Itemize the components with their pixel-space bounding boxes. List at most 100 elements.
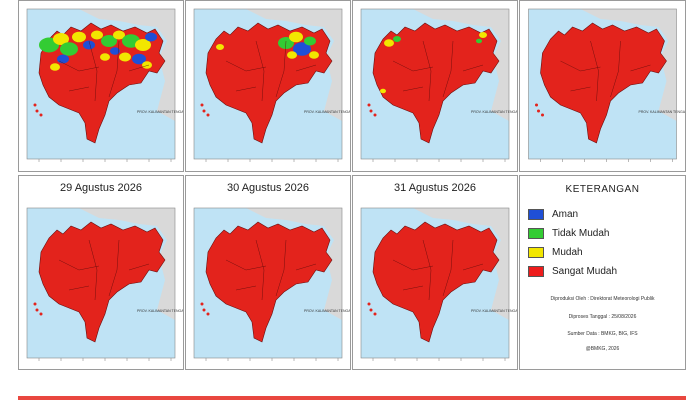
island xyxy=(202,308,206,312)
district-boundary xyxy=(392,259,434,271)
island xyxy=(541,113,544,117)
district-boundary xyxy=(128,263,150,271)
risk-patch xyxy=(110,47,120,55)
district-boundary xyxy=(275,239,287,297)
province-land xyxy=(38,221,166,343)
district-boundary xyxy=(88,239,98,301)
island xyxy=(200,103,204,107)
district-boundary xyxy=(225,60,267,72)
island xyxy=(206,113,210,117)
neighbor-land xyxy=(79,208,175,320)
province-land xyxy=(372,22,500,144)
district-boundary xyxy=(108,40,120,98)
district-boundary xyxy=(590,40,599,102)
district-boundary xyxy=(610,40,621,98)
risk-patch xyxy=(304,36,316,46)
risk-patch xyxy=(479,32,487,38)
legend-panel: KETERANGAN Aman Tidak Mudah Mudah Sangat… xyxy=(519,175,686,370)
district-boundary xyxy=(560,60,601,72)
district-boundary xyxy=(392,60,434,72)
district-boundary xyxy=(402,86,424,92)
district-boundary xyxy=(422,239,432,301)
island xyxy=(33,302,37,306)
district-boundary xyxy=(235,285,257,291)
district-boundary xyxy=(58,259,100,271)
island xyxy=(369,109,373,113)
risk-patch xyxy=(309,51,319,59)
district-boundary xyxy=(108,239,120,297)
map-2: PROV. KALIMANTAN TENGAH xyxy=(193,8,350,162)
district-boundary xyxy=(225,259,267,271)
map-frame xyxy=(528,8,677,160)
map-frame xyxy=(360,8,510,160)
island xyxy=(369,308,373,312)
legend-label: Tidak Mudah xyxy=(552,227,610,239)
risk-patch xyxy=(216,44,224,50)
map-frame xyxy=(26,8,176,160)
bottom-accent-bar xyxy=(18,396,686,400)
risk-patch xyxy=(119,52,131,62)
neighbor-land xyxy=(79,9,175,121)
map-3: PROV. KALIMANTAN TENGAH xyxy=(360,8,517,162)
district-boundary xyxy=(295,64,317,72)
neighbor-land xyxy=(580,9,677,121)
legend-item-mudah: Mudah xyxy=(528,245,583,259)
district-boundary xyxy=(422,40,432,102)
legend-issued-date: Diproses Tanggal : 25/08/2026 xyxy=(568,314,637,320)
map-7: PROV. KALIMANTAN TENGAH xyxy=(360,207,517,361)
risk-patch xyxy=(293,42,311,56)
map-frame xyxy=(193,8,343,160)
map-5: PROV. KALIMANTAN TENGAH xyxy=(26,207,183,361)
map-panel-5: 29 Agustus 2026 PROV. KALIMANTAN TENGAH xyxy=(18,175,184,370)
district-boundary xyxy=(295,263,317,271)
district-boundary xyxy=(442,40,454,98)
island xyxy=(373,113,377,117)
district-boundary xyxy=(128,64,150,72)
risk-patch xyxy=(101,35,117,47)
district-boundary xyxy=(88,40,98,102)
risk-patch xyxy=(57,54,69,64)
island xyxy=(537,109,540,113)
island xyxy=(202,109,206,113)
district-boundary xyxy=(402,285,424,291)
legend-label: Aman xyxy=(552,208,579,220)
district-boundary xyxy=(275,40,287,98)
legend-swatch-tidak-mudah xyxy=(528,227,544,239)
risk-patch xyxy=(60,42,78,56)
risk-patch xyxy=(132,53,146,65)
risk-patch xyxy=(91,30,103,40)
risk-patch xyxy=(393,36,401,42)
map-frame xyxy=(26,207,176,359)
risk-patch xyxy=(100,53,110,61)
legend-title: KETERANGAN xyxy=(565,184,640,195)
island xyxy=(200,302,204,306)
neighbor-land xyxy=(246,9,342,121)
legend-swatch-aman xyxy=(528,208,544,220)
map-4: PROV. KALIMANTAN TENGAH xyxy=(528,8,686,162)
district-boundary xyxy=(68,86,90,92)
island xyxy=(35,308,39,312)
risk-patch xyxy=(53,33,69,45)
legend-label: Mudah xyxy=(552,246,583,258)
risk-patch xyxy=(135,39,151,51)
province-land xyxy=(540,22,667,144)
map-panel-1: PROV. KALIMANTAN TENGAH xyxy=(18,0,184,172)
risk-patch xyxy=(83,40,95,50)
legend-item-aman: Aman xyxy=(528,207,578,221)
panel-date: 29 Agustus 2026 xyxy=(60,182,142,194)
province-label: PROV. KALIMANTAN TENGAH xyxy=(471,110,517,114)
island xyxy=(206,312,210,316)
district-boundary xyxy=(255,40,265,102)
map-panel-6: 30 Agustus 2026 PROV. KALIMANTAN TENGAH xyxy=(185,175,351,370)
risk-patch xyxy=(145,32,157,42)
island xyxy=(367,302,371,306)
risk-patch xyxy=(380,88,386,94)
district-boundary xyxy=(570,86,591,92)
district-boundary xyxy=(68,285,90,291)
legend-item-sangat-mudah: Sangat Mudah xyxy=(528,264,617,278)
island xyxy=(367,103,371,107)
risk-patch xyxy=(72,31,86,43)
province-label: PROV. KALIMANTAN TENGAH xyxy=(639,110,686,114)
panel-date: 30 Agustus 2026 xyxy=(227,182,309,194)
province-label: PROV. KALIMANTAN TENGAH xyxy=(137,110,183,114)
